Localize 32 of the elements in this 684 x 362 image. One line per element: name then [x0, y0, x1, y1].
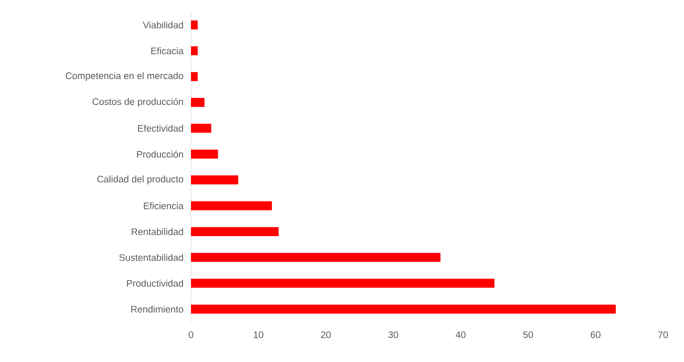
- bar: [191, 278, 494, 288]
- y-tick-label: Viabilidad: [142, 21, 184, 28]
- y-tick-label: Eficiencia: [144, 202, 184, 210]
- y-tick-label: Producción: [137, 150, 184, 158]
- bar: [191, 20, 198, 30]
- bar: [191, 98, 204, 107]
- y-tick-label: Calidad del producto: [97, 176, 184, 184]
- x-tick-label: 30: [388, 331, 398, 338]
- bar: [191, 252, 440, 262]
- x-tick-label: 60: [590, 331, 600, 338]
- y-tick-label: Efectividad: [138, 124, 184, 132]
- bar: [191, 227, 279, 236]
- y-tick-label: Rendimiento: [131, 306, 184, 313]
- y-tick-label: Costos de producción: [92, 98, 184, 107]
- y-tick-label: Sustentabilidad: [119, 254, 184, 261]
- bar: [191, 201, 272, 210]
- x-tick-label: 40: [456, 331, 466, 338]
- bar: [191, 150, 218, 159]
- y-tick-label: Eficacia: [151, 47, 184, 54]
- x-tick-label: 20: [321, 331, 331, 338]
- y-tick-label: Competencia en el mercado: [66, 72, 184, 81]
- x-tick-label: 10: [254, 331, 264, 338]
- x-tick-label: 50: [523, 331, 534, 338]
- bar: [191, 124, 212, 133]
- bar: [191, 175, 238, 184]
- x-tick-label: 0: [188, 331, 194, 338]
- bar: [191, 304, 616, 314]
- bar: [191, 72, 198, 82]
- x-tick-label: 70: [658, 331, 668, 338]
- y-tick-label: Rentabilidad: [132, 228, 184, 236]
- y-tick-label: Productividad: [127, 280, 184, 287]
- bar: [191, 46, 198, 56]
